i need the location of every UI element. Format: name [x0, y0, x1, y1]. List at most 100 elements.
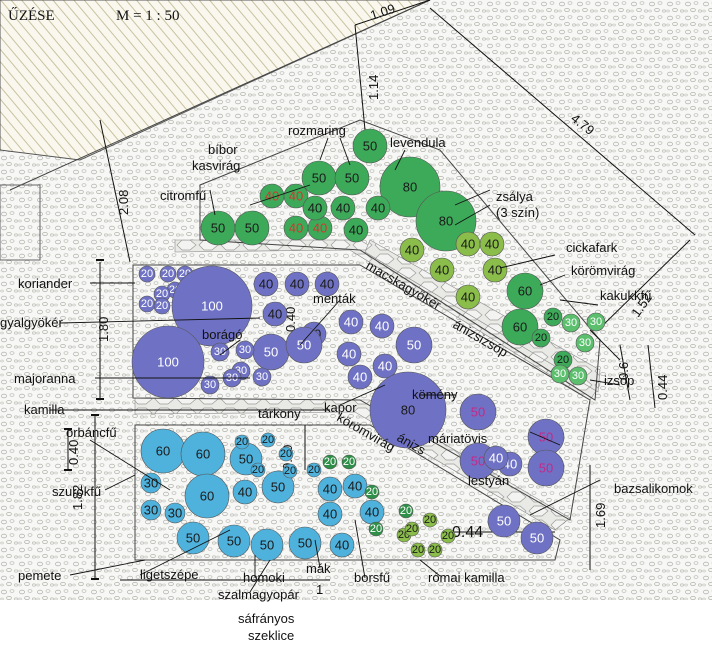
plant-circle: 30 [575, 333, 595, 353]
plant-circle-value: 50 [471, 405, 485, 420]
plant-circle-value: 50 [530, 531, 544, 546]
plant-circle-value: 50 [260, 538, 274, 553]
plant-circle-value: 60 [156, 444, 170, 459]
plant-circle-shape [317, 476, 343, 502]
plant-circle-shape [482, 257, 508, 283]
plant-circle-value: 20 [412, 544, 424, 556]
plant-circle-value: 30 [579, 337, 591, 349]
plant-circle: 30 [200, 375, 220, 395]
dim-upper-height: 2.08 [116, 190, 131, 215]
plant-circle-shape [138, 265, 156, 283]
plant-circle-value: 80 [439, 214, 453, 229]
building-hatch [0, 0, 431, 161]
plant-circle-shape [527, 449, 565, 487]
label-komeny: kömény [412, 387, 458, 402]
plant-circle-value: 30 [214, 346, 226, 358]
plant-circle: 40 [369, 313, 395, 339]
plant-circle-shape [561, 313, 581, 333]
plant-circle-shape [342, 473, 368, 499]
plant-circle-shape [368, 521, 384, 537]
plant-circle: 40 [342, 473, 368, 499]
plant-circle-value: 40 [313, 221, 327, 236]
label-pemete: pemete [18, 568, 61, 583]
plant-circle: 40 [479, 231, 505, 257]
plant-circle-value: 40 [349, 223, 363, 238]
plant-circle: 20 [543, 307, 563, 327]
plant-circle-shape [232, 479, 258, 505]
plant-circle: 20 [138, 265, 156, 283]
plant-circle: 40 [399, 237, 425, 263]
plant-circle: 40 [259, 183, 285, 209]
plant-circle-shape [429, 257, 455, 283]
plant-circle-value: 20 [284, 465, 296, 477]
plant-circle-value: 50 [227, 534, 241, 549]
plant-circle-shape [575, 333, 595, 353]
label-izsop: izsóp [604, 373, 634, 388]
plant-circle: 20 [306, 462, 322, 478]
plant-circle: 20 [427, 542, 443, 558]
plant-circle-value: 20 [156, 300, 168, 312]
plant-circle-value: 20 [535, 332, 547, 344]
label-kamilla: kamilla [24, 402, 65, 417]
plant-circle-value: 80 [403, 180, 417, 195]
plant-circle-shape [184, 473, 230, 519]
plant-circle: 60 [506, 272, 544, 310]
plant-circle-shape [338, 309, 364, 335]
plant-circle: 40 [336, 341, 362, 367]
plant-circle-shape [131, 325, 205, 399]
plant-circle: 50 [527, 418, 565, 456]
label-zsalya-2: (3 szín) [496, 205, 539, 220]
plant-circle-value: 40 [342, 347, 356, 362]
label-mak: mák [306, 561, 331, 576]
plant-circle: 20 [153, 297, 171, 315]
plant-circle-shape [153, 297, 171, 315]
plant-circle-value: 40 [365, 505, 379, 520]
plant-circle-value: 20 [141, 268, 153, 280]
plant-circle-value: 20 [324, 456, 336, 468]
plant-circle-value: 20 [141, 298, 153, 310]
plant-circle: 50 [176, 521, 210, 555]
label-cickafark: cickafark [566, 240, 618, 255]
plant-circle-shape [260, 432, 276, 448]
plant-circle: 20 [364, 484, 380, 500]
plant-circle: 30 [561, 313, 581, 333]
plant-circle: 20 [250, 462, 266, 478]
plant-circle-shape [404, 521, 420, 537]
plant-circle: 50 [217, 524, 251, 558]
plant-circle: 40 [359, 499, 385, 525]
plant-circle-value: 50 [211, 221, 225, 236]
label-majoranna: majoranna [14, 371, 76, 386]
plant-circle-value: 30 [565, 317, 577, 329]
dim-bottom-gap: 0.44 [452, 524, 483, 541]
plant-circle-shape [410, 542, 426, 558]
plant-circle-value: 20 [370, 523, 382, 535]
plant-circle-shape [459, 393, 497, 431]
plant-circle: 60 [180, 431, 226, 477]
plant-circle-value: 40 [323, 507, 337, 522]
plant-circle: 40 [284, 271, 310, 297]
plant-circle-shape [440, 528, 456, 544]
plant-circle: 40 [262, 301, 288, 327]
plant-circle: 20 [322, 454, 338, 470]
plant-circle: 60 [184, 473, 230, 519]
plant-circle-value: 30 [144, 476, 158, 491]
plant-circle: 20 [234, 434, 250, 450]
plant-circle-shape [369, 313, 395, 339]
plant-circle-shape [322, 454, 338, 470]
plant-circle-value: 50 [297, 338, 311, 353]
label-szurokfu: szurokfű [52, 484, 101, 499]
plant-circle-shape [262, 301, 288, 327]
plant-circle-shape [302, 195, 328, 221]
plant-circle-value: 30 [204, 379, 216, 391]
plant-circle: 20 [260, 432, 276, 448]
plant-circle-value: 50 [298, 536, 312, 551]
plant-circle: 50 [520, 521, 554, 555]
plant-circle-value: 40 [320, 277, 334, 292]
neighbor-structure [0, 184, 41, 261]
plant-circle: 20 [341, 454, 357, 470]
plant-circle: 40 [347, 364, 373, 390]
plant-circle: 20 [440, 528, 456, 544]
plant-circle: 40 [330, 195, 356, 221]
label-kakukkfu: kakukkfű [600, 288, 651, 303]
plant-circle-shape [317, 501, 343, 527]
